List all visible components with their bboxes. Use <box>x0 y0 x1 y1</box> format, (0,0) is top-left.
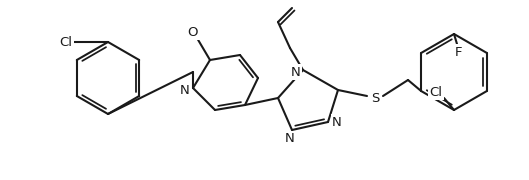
Text: N: N <box>285 132 295 145</box>
Text: O: O <box>188 26 198 39</box>
Text: N: N <box>291 66 301 78</box>
Text: N: N <box>332 116 342 129</box>
Text: S: S <box>371 91 379 105</box>
Text: N: N <box>180 84 190 96</box>
Text: F: F <box>455 46 463 58</box>
Text: Cl: Cl <box>430 86 442 98</box>
Text: Cl: Cl <box>59 35 72 48</box>
